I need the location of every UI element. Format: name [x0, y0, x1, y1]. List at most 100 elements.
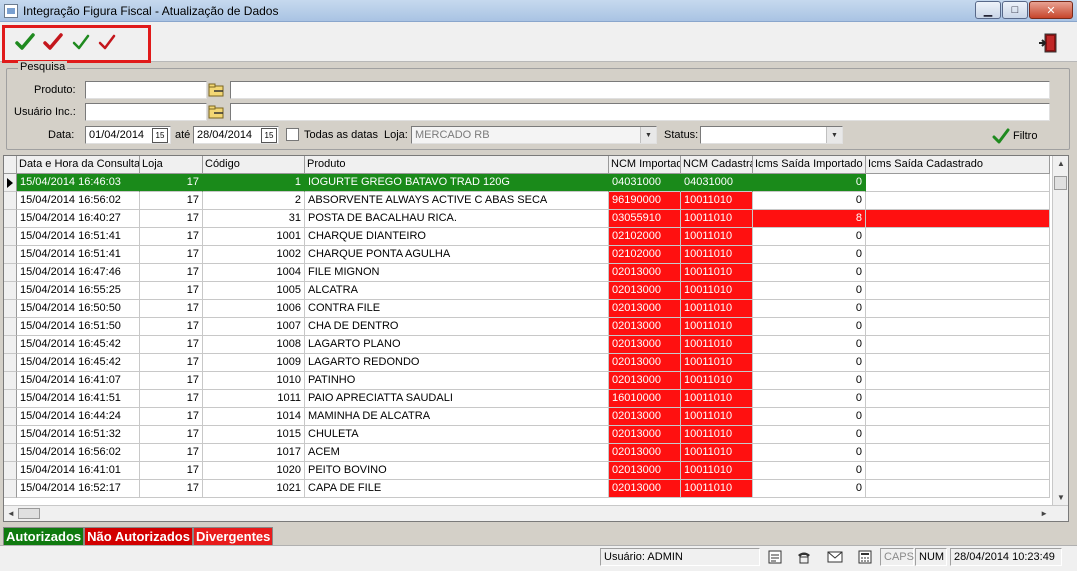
row-indicator[interactable]: [4, 444, 17, 462]
vertical-scroll-thumb[interactable]: [1054, 176, 1067, 190]
cell-ncm-cadastrado[interactable]: 10011010: [681, 462, 753, 480]
cell-codigo[interactable]: 1005: [203, 282, 305, 300]
header-codigo[interactable]: Código: [203, 156, 305, 174]
row-indicator[interactable]: [4, 336, 17, 354]
cell-ncm-cadastrado[interactable]: 10011010: [681, 426, 753, 444]
cell-datetime[interactable]: 15/04/2014 16:41:51: [17, 390, 140, 408]
cell-icms-importado[interactable]: 0: [753, 444, 866, 462]
cell-icms-cadastrado[interactable]: [866, 282, 1050, 300]
cell-icms-cadastrado[interactable]: [866, 372, 1050, 390]
cell-loja[interactable]: 17: [140, 462, 203, 480]
header-ncm-cadastrado[interactable]: NCM Cadastrado: [681, 156, 753, 174]
cell-ncm-importado[interactable]: 02013000: [609, 426, 681, 444]
row-indicator[interactable]: [4, 354, 17, 372]
cell-produto[interactable]: CAPA DE FILE: [305, 480, 609, 498]
cell-icms-cadastrado[interactable]: [866, 300, 1050, 318]
cell-icms-importado[interactable]: 0: [753, 246, 866, 264]
cell-icms-cadastrado[interactable]: [866, 192, 1050, 210]
table-row[interactable]: 15/04/2014 16:44:24 17 1014 MAMINHA DE ALCA…: [4, 408, 1050, 426]
cell-codigo[interactable]: 1021: [203, 480, 305, 498]
cell-produto[interactable]: CHARQUE DIANTEIRO: [305, 228, 609, 246]
cell-icms-importado[interactable]: 0: [753, 192, 866, 210]
cell-produto[interactable]: CHA DE DENTRO: [305, 318, 609, 336]
table-row[interactable]: 15/04/2014 16:52:17 17 1021 CAPA DE FILE 020…: [4, 480, 1050, 498]
cell-ncm-importado[interactable]: 02013000: [609, 300, 681, 318]
notes-icon[interactable]: [766, 549, 784, 565]
cell-icms-cadastrado[interactable]: [866, 408, 1050, 426]
cell-produto[interactable]: PEITO BOVINO: [305, 462, 609, 480]
cell-ncm-cadastrado[interactable]: 10011010: [681, 390, 753, 408]
header-datetime[interactable]: Data e Hora da Consulta: [17, 156, 140, 174]
cell-ncm-importado[interactable]: 96190000: [609, 192, 681, 210]
header-icms-importado[interactable]: Icms Saída Importado: [753, 156, 866, 174]
cell-codigo[interactable]: 1017: [203, 444, 305, 462]
table-row[interactable]: 15/04/2014 16:50:50 17 1006 CONTRA FILE 0201…: [4, 300, 1050, 318]
cell-icms-importado[interactable]: 8: [753, 210, 866, 228]
cell-datetime[interactable]: 15/04/2014 16:41:07: [17, 372, 140, 390]
cell-codigo[interactable]: 1015: [203, 426, 305, 444]
cell-datetime[interactable]: 15/04/2014 16:52:17: [17, 480, 140, 498]
row-indicator[interactable]: [4, 318, 17, 336]
unauthorize-selected-button[interactable]: [96, 32, 118, 52]
cell-icms-importado[interactable]: 0: [753, 408, 866, 426]
cell-datetime[interactable]: 15/04/2014 16:47:46: [17, 264, 140, 282]
cell-loja[interactable]: 17: [140, 318, 203, 336]
cell-ncm-cadastrado[interactable]: 10011010: [681, 300, 753, 318]
calculator-icon[interactable]: [856, 549, 874, 565]
cell-ncm-importado[interactable]: 02013000: [609, 372, 681, 390]
produto-description-input[interactable]: [230, 81, 1050, 99]
cell-produto[interactable]: MAMINHA DE ALCATRA: [305, 408, 609, 426]
cell-datetime[interactable]: 15/04/2014 16:50:50: [17, 300, 140, 318]
header-loja[interactable]: Loja: [140, 156, 203, 174]
table-row[interactable]: 15/04/2014 16:51:41 17 1001 CHARQUE DIANTEI…: [4, 228, 1050, 246]
filter-button[interactable]: Filtro: [992, 128, 1037, 144]
cell-produto[interactable]: ABSORVENTE ALWAYS ACTIVE C ABAS SECA: [305, 192, 609, 210]
cell-datetime[interactable]: 15/04/2014 16:46:03: [17, 174, 140, 192]
cell-icms-importado[interactable]: 0: [753, 372, 866, 390]
folder-search-icon[interactable]: [208, 104, 226, 120]
cell-ncm-importado[interactable]: 16010000: [609, 390, 681, 408]
mail-icon[interactable]: [826, 549, 844, 565]
row-indicator[interactable]: [4, 390, 17, 408]
cell-codigo[interactable]: 1020: [203, 462, 305, 480]
cell-loja[interactable]: 17: [140, 174, 203, 192]
cell-icms-importado[interactable]: 0: [753, 336, 866, 354]
cell-icms-importado[interactable]: 0: [753, 228, 866, 246]
cell-icms-cadastrado[interactable]: [866, 462, 1050, 480]
table-row[interactable]: 15/04/2014 16:40:27 17 31 POSTA DE BACALHAU…: [4, 210, 1050, 228]
cell-codigo[interactable]: 1: [203, 174, 305, 192]
cell-ncm-cadastrado[interactable]: 10011010: [681, 372, 753, 390]
cell-datetime[interactable]: 15/04/2014 16:51:32: [17, 426, 140, 444]
cell-icms-cadastrado[interactable]: [866, 210, 1050, 228]
cell-datetime[interactable]: 15/04/2014 16:51:41: [17, 246, 140, 264]
cell-ncm-cadastrado[interactable]: 10011010: [681, 408, 753, 426]
cell-ncm-cadastrado[interactable]: 10011010: [681, 318, 753, 336]
cell-codigo[interactable]: 1008: [203, 336, 305, 354]
cell-codigo[interactable]: 1010: [203, 372, 305, 390]
cell-icms-cadastrado[interactable]: [866, 480, 1050, 498]
table-row[interactable]: 15/04/2014 16:41:01 17 1020 PEITO BOVINO 020…: [4, 462, 1050, 480]
cell-datetime[interactable]: 15/04/2014 16:51:50: [17, 318, 140, 336]
table-row[interactable]: 15/04/2014 16:45:42 17 1008 LAGARTO PLANO 02…: [4, 336, 1050, 354]
cell-loja[interactable]: 17: [140, 210, 203, 228]
calendar-icon[interactable]: 15: [152, 128, 168, 143]
cell-ncm-cadastrado[interactable]: 10011010: [681, 480, 753, 498]
table-row[interactable]: 15/04/2014 16:46:03 17 1 IOGURTE GREGO BATA…: [4, 174, 1050, 192]
produto-code-input[interactable]: [85, 81, 207, 99]
cell-ncm-cadastrado[interactable]: 10011010: [681, 228, 753, 246]
table-row[interactable]: 15/04/2014 16:47:46 17 1004 FILE MIGNON 0201…: [4, 264, 1050, 282]
cell-codigo[interactable]: 1014: [203, 408, 305, 426]
cell-codigo[interactable]: 1011: [203, 390, 305, 408]
header-icms-cadastrado[interactable]: Icms Saída Cadastrado: [866, 156, 1050, 174]
cell-loja[interactable]: 17: [140, 228, 203, 246]
cell-produto[interactable]: PATINHO: [305, 372, 609, 390]
cell-ncm-cadastrado[interactable]: 10011010: [681, 336, 753, 354]
cell-ncm-importado[interactable]: 02013000: [609, 354, 681, 372]
cell-icms-cadastrado[interactable]: [866, 318, 1050, 336]
cell-ncm-importado[interactable]: 04031000: [609, 174, 681, 192]
cell-produto[interactable]: PAIO APRECIATTA SAUDALI: [305, 390, 609, 408]
close-button[interactable]: ✕: [1029, 1, 1073, 19]
cell-ncm-importado[interactable]: 02013000: [609, 318, 681, 336]
cell-loja[interactable]: 17: [140, 192, 203, 210]
cell-icms-cadastrado[interactable]: [866, 426, 1050, 444]
